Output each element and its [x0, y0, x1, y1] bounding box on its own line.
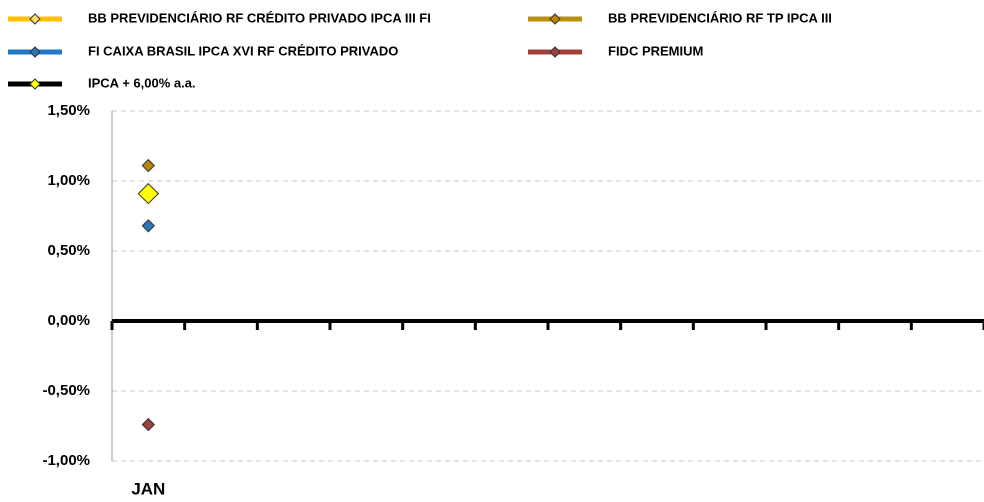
y-tick-label: -0,50% [42, 382, 90, 399]
legend-label: FIDC PREMIUM [608, 43, 703, 58]
y-tick-label: 1,00% [47, 172, 90, 189]
legend-marker [29, 13, 41, 25]
legend-label: BB PREVIDENCIÁRIO RF TP IPCA III [608, 10, 832, 25]
y-tick-label: 0,50% [47, 242, 90, 259]
data-point [141, 158, 156, 173]
data-point [141, 219, 156, 233]
x-tick-label: JAN [131, 479, 165, 498]
y-tick-label: -1,00% [42, 452, 90, 469]
y-tick-label: 0,00% [47, 312, 90, 329]
legend-label: BB PREVIDENCIÁRIO RF CRÉDITO PRIVADO IPC… [88, 10, 431, 25]
y-tick-label: 1,50% [47, 102, 90, 119]
data-point [141, 417, 156, 432]
legend-marker [29, 46, 41, 58]
legend-label: FI CAIXA BRASIL IPCA XVI RF CRÉDITO PRIV… [88, 43, 398, 58]
data-point [137, 182, 160, 205]
legend-label: IPCA + 6,00% a.a. [88, 75, 196, 90]
legend-marker [549, 13, 561, 25]
legend-marker [549, 46, 561, 58]
legend-marker [29, 78, 41, 90]
